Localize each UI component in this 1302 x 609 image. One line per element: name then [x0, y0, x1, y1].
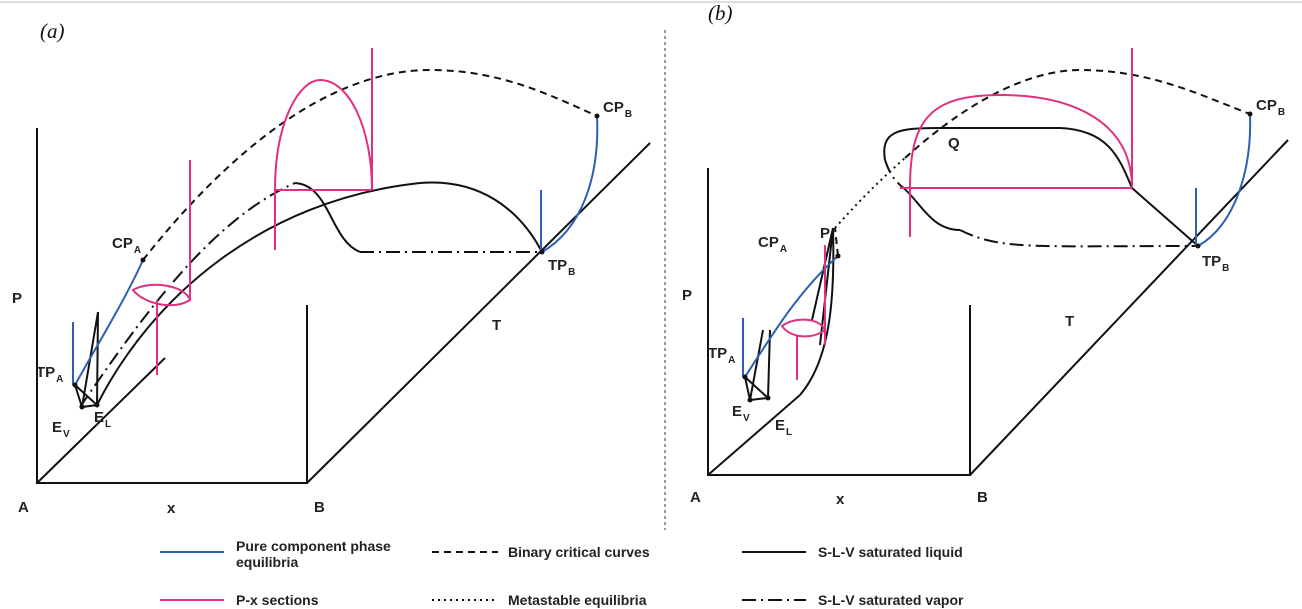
- point-subscript: L: [786, 427, 792, 438]
- sat-liquid: [883, 127, 1199, 247]
- point-subscript: L: [105, 419, 111, 430]
- point-label: CPA: [112, 235, 141, 256]
- axes: [36, 128, 651, 484]
- legend-label: S-L-V saturated vapor: [818, 592, 964, 608]
- point-name: E: [775, 417, 785, 434]
- metastable: [834, 157, 906, 229]
- point-label: EV: [52, 419, 70, 440]
- point-name: P: [820, 225, 830, 242]
- point-name: E: [94, 409, 104, 426]
- legend-label: Pure component phase equilibria: [236, 538, 391, 570]
- axis-label: B: [314, 499, 325, 516]
- axis-label: P: [682, 287, 692, 304]
- axis-label: A: [690, 489, 701, 506]
- px-section: [131, 160, 192, 375]
- legend-label: Binary critical curves: [508, 544, 650, 560]
- legend-label: S-L-V saturated liquid: [818, 544, 963, 560]
- px-section: [780, 245, 827, 380]
- pure-component: [742, 113, 1252, 378]
- critical-curve: [142, 68, 598, 261]
- legend: Pure component phase equilibria P-x sect…: [160, 538, 964, 608]
- point-label: CPB: [1256, 97, 1285, 118]
- point-subscript: A: [56, 374, 63, 385]
- point-label: EL: [775, 417, 792, 438]
- point-label: Q: [948, 135, 960, 152]
- point-name: E: [732, 403, 742, 420]
- point-subscript: B: [568, 267, 575, 278]
- pure-component: [72, 115, 599, 386]
- panel-label: (a): [40, 19, 65, 43]
- point-name: CP: [112, 235, 133, 252]
- panel-label: (b): [708, 1, 733, 25]
- axis-label: T: [492, 317, 501, 334]
- point-name: TP: [548, 257, 567, 274]
- point-name: TP: [708, 345, 727, 362]
- triple-lines: [74, 311, 100, 409]
- point-subscript: B: [1222, 263, 1229, 274]
- point-label: TPB: [1202, 253, 1229, 274]
- triple-lines: [744, 329, 771, 402]
- point-label: EV: [732, 403, 750, 424]
- legend-label: Metastable equilibria: [508, 592, 647, 608]
- px-section: [900, 48, 1133, 237]
- point-name: TP: [1202, 253, 1221, 270]
- axis-label: B: [977, 489, 988, 506]
- axis-label: x: [836, 491, 845, 508]
- axis-label: P: [12, 290, 22, 307]
- sat-liquid: [96, 181, 543, 406]
- px-section: [274, 48, 373, 250]
- sat-vapor: [884, 159, 1199, 248]
- point-subscript: V: [743, 413, 750, 424]
- point-subscript: V: [63, 429, 70, 440]
- point-name: CP: [1256, 97, 1277, 114]
- axis-label: A: [18, 499, 29, 516]
- point-name: CP: [603, 99, 624, 116]
- point-label: CPB: [603, 99, 632, 120]
- point-name: TP: [36, 364, 55, 381]
- point-name: CP: [758, 234, 779, 251]
- point-subscript: A: [728, 355, 735, 366]
- point-label: P: [820, 225, 830, 242]
- sat-vapor: [79, 182, 296, 408]
- point-label: TPA: [708, 345, 735, 366]
- axis-label: x: [167, 500, 176, 517]
- point-subscript: B: [1278, 107, 1285, 118]
- point-label: EL: [94, 409, 111, 430]
- axes: [707, 139, 1289, 476]
- point-name: E: [52, 419, 62, 436]
- point-subscript: A: [780, 244, 787, 255]
- legend-label: P-x sections: [236, 592, 319, 608]
- point-label: CPA: [758, 234, 787, 255]
- point-name: Q: [948, 135, 960, 152]
- sat-liquid: [799, 227, 835, 396]
- point-label: TPB: [548, 257, 575, 278]
- point-label: TPA: [36, 364, 63, 385]
- axis-label: T: [1065, 313, 1074, 330]
- sat-liquid: [294, 182, 361, 253]
- point-subscript: B: [625, 109, 632, 120]
- critical-curve: [834, 68, 1251, 257]
- point-subscript: A: [134, 245, 141, 256]
